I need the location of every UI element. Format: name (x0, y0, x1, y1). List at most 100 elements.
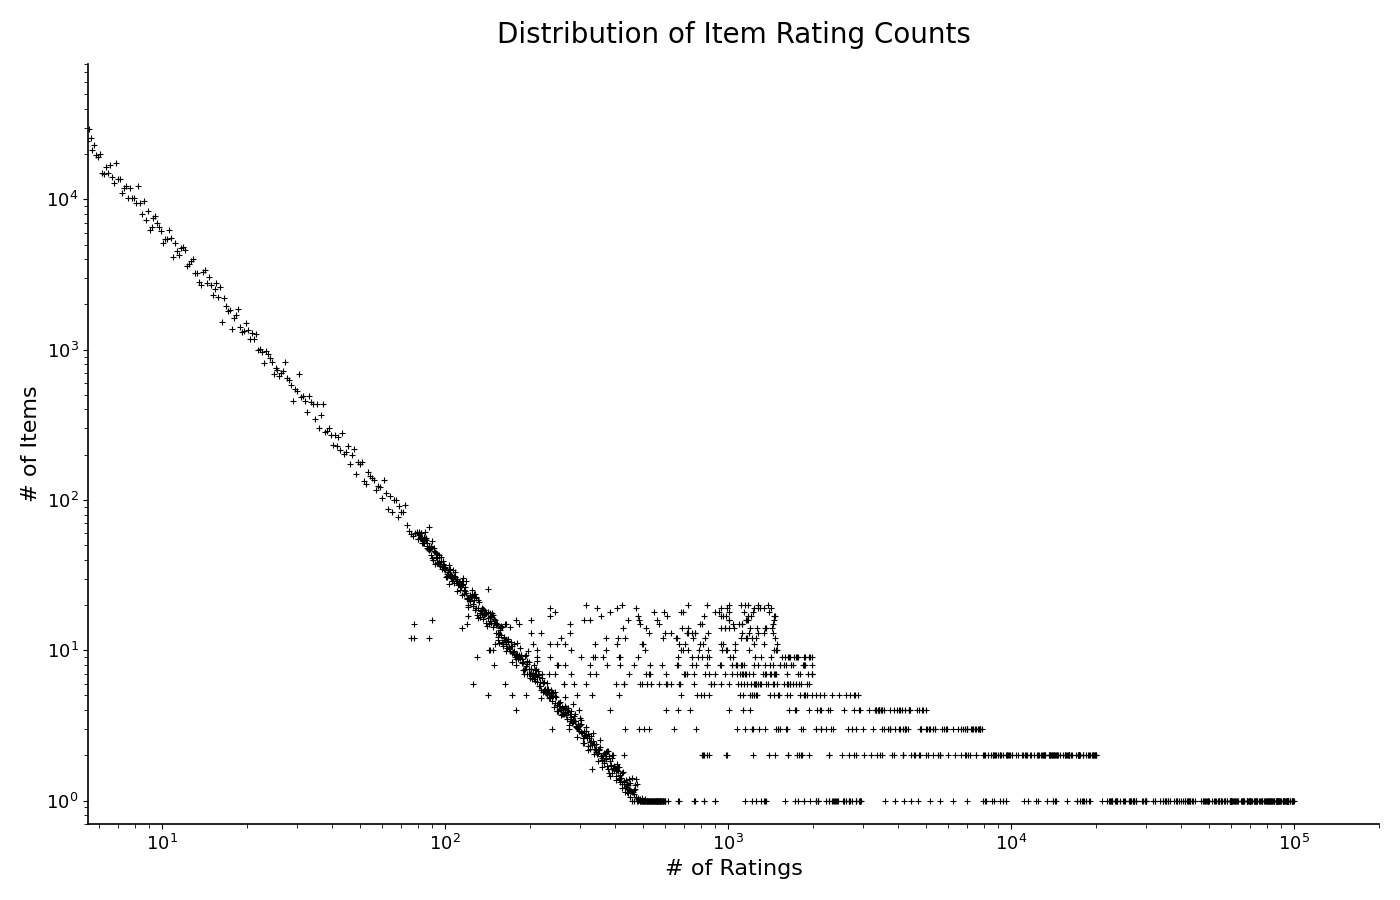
Point (486, 617, 508, 632)
Point (1082, 748, 1105, 762)
Point (553, 707, 575, 722)
Point (825, 793, 847, 807)
Point (1044, 748, 1067, 762)
Point (1261, 793, 1284, 807)
Point (799, 650, 822, 664)
Point (755, 793, 777, 807)
Point (507, 616, 529, 631)
Point (762, 616, 784, 631)
Point (496, 634, 518, 649)
Point (594, 754, 616, 769)
Point (500, 639, 522, 653)
Point (1068, 748, 1091, 762)
Point (643, 793, 665, 807)
Point (892, 722, 914, 736)
Point (595, 745, 617, 760)
Point (757, 748, 780, 762)
Point (1047, 748, 1070, 762)
Point (540, 683, 563, 698)
Point (392, 504, 414, 518)
Point (699, 688, 721, 703)
Point (682, 631, 704, 645)
Point (960, 722, 983, 736)
Point (1259, 793, 1281, 807)
Point (529, 682, 552, 697)
Point (732, 688, 755, 703)
Point (494, 677, 517, 691)
Point (274, 355, 297, 369)
Point (525, 662, 547, 676)
Point (647, 793, 669, 807)
Y-axis label: # of Items: # of Items (21, 385, 41, 502)
Point (787, 793, 809, 807)
Point (438, 562, 461, 576)
Point (458, 592, 480, 607)
Point (1058, 748, 1081, 762)
Point (480, 606, 503, 620)
Point (776, 658, 798, 672)
Point (644, 793, 666, 807)
Point (594, 756, 616, 770)
Point (538, 684, 560, 698)
Point (407, 531, 430, 545)
Point (613, 677, 636, 691)
Point (1084, 748, 1106, 762)
Point (631, 793, 654, 807)
Point (755, 722, 777, 736)
Point (1263, 793, 1285, 807)
Point (552, 702, 574, 716)
Point (1274, 793, 1296, 807)
Point (473, 603, 496, 617)
Point (367, 479, 389, 493)
Point (732, 605, 755, 619)
Point (700, 677, 722, 691)
Point (591, 760, 613, 774)
Point (483, 658, 505, 672)
Point (823, 793, 846, 807)
Point (447, 572, 469, 586)
Point (1277, 793, 1299, 807)
Point (343, 442, 365, 456)
Point (844, 722, 867, 736)
Point (1166, 793, 1189, 807)
Point (1057, 748, 1079, 762)
Point (636, 677, 658, 691)
Point (351, 455, 374, 470)
Point (741, 608, 763, 623)
Point (776, 677, 798, 691)
Point (1256, 793, 1278, 807)
Point (561, 697, 584, 711)
Point (630, 677, 652, 691)
Point (575, 731, 598, 745)
Point (596, 744, 619, 759)
Point (1226, 793, 1249, 807)
Point (1273, 793, 1295, 807)
Point (561, 713, 584, 727)
Point (452, 577, 475, 591)
Point (1232, 793, 1254, 807)
Point (585, 737, 608, 751)
Point (991, 748, 1014, 762)
Point (1219, 793, 1242, 807)
Point (531, 671, 553, 686)
Point (1196, 793, 1218, 807)
Point (788, 666, 811, 680)
Point (763, 666, 785, 680)
Point (638, 793, 661, 807)
Point (518, 662, 540, 676)
Point (1124, 793, 1147, 807)
Point (1208, 793, 1231, 807)
Point (1064, 748, 1086, 762)
Point (333, 446, 356, 461)
Point (487, 635, 510, 650)
Point (563, 714, 585, 728)
Point (571, 735, 594, 750)
Point (265, 361, 287, 375)
Point (423, 544, 445, 558)
Point (638, 626, 661, 640)
Point (186, 266, 209, 280)
Point (578, 729, 601, 743)
Point (174, 242, 196, 256)
Point (952, 722, 974, 736)
Point (1068, 748, 1091, 762)
